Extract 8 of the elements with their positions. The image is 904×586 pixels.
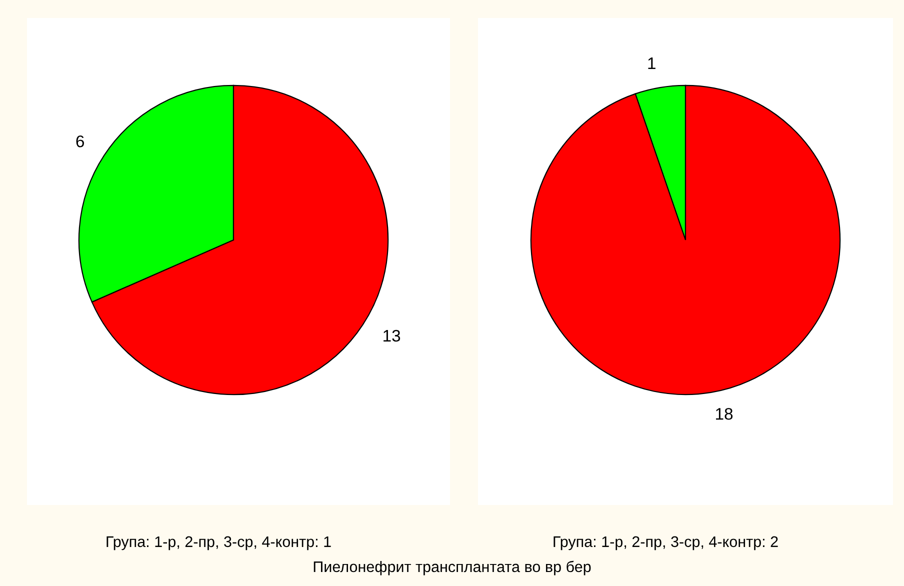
text: Пиелонефрит трансплантата во вр бер [314, 560, 591, 576]
text: Група: 1-р, 2-пр, 3-ср, 4-контр: 2 [554, 536, 778, 550]
data-label: 13 [384, 330, 400, 342]
data-label: 1 [648, 58, 656, 70]
text: Група: 1-р, 2-пр, 3-ср, 4-контр: 1 [106, 536, 331, 550]
data-label: 6 [76, 135, 84, 148]
pie-slice [530, 84, 841, 396]
data-label: 18 [716, 408, 733, 420]
